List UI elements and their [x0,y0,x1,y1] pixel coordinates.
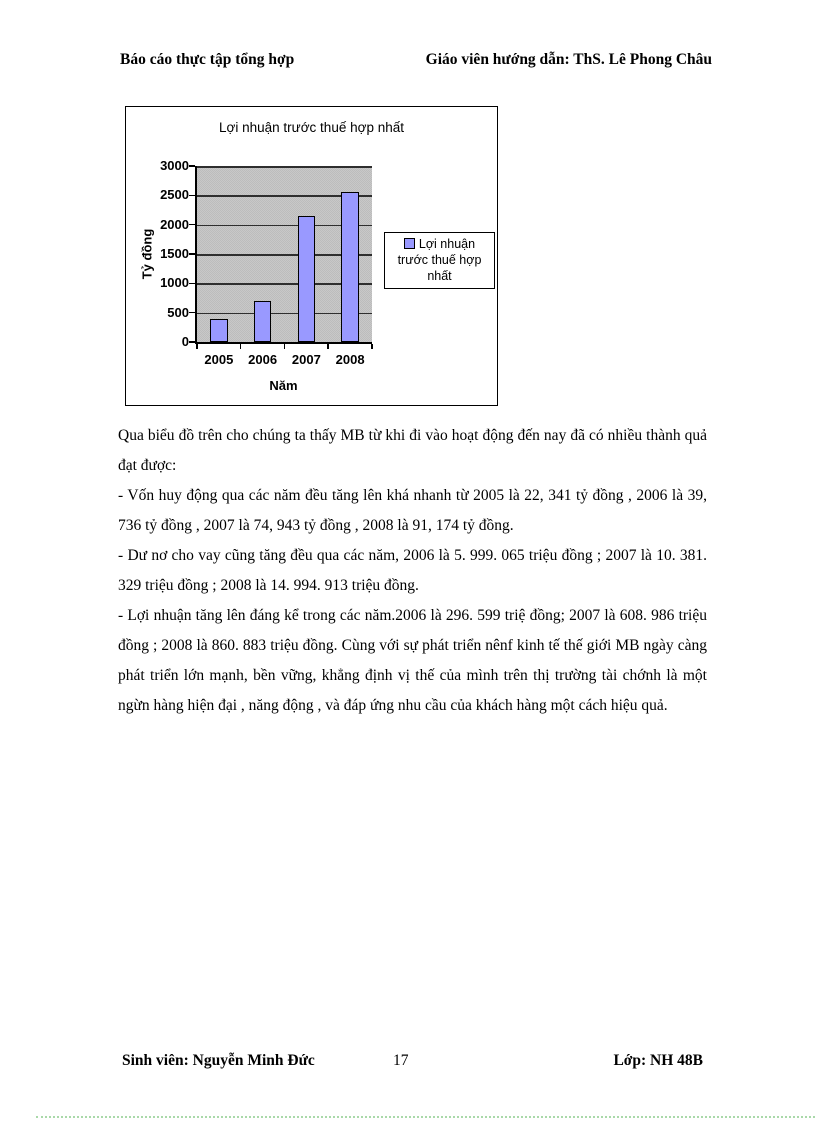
x-tick-mark [239,344,242,349]
x-tick-label-2006: 2006 [248,352,278,367]
y-tick-label-500: 500 [167,304,189,320]
gridline-1000 [197,283,372,285]
header-supervisor: Giáo viên hướng dẫn: ThS. Lê Phong Châu [425,51,712,68]
gridline-3000 [197,166,372,168]
gridline-2000 [197,224,372,227]
header-report-title: Báo cáo thực tập tổng hợp [120,51,295,68]
paragraph-profit: - Lợi nhuận tăng lên đáng kể trong các n… [118,607,707,714]
y-tick-mark [189,341,195,343]
y-tick-mark [189,311,195,314]
bar-2005 [210,318,228,342]
body-text: Qua biểu đồ trên cho chúng ta thấy MB từ… [118,421,707,721]
y-tick-mark [189,194,195,197]
x-tick-label-2007: 2007 [291,352,321,367]
paragraph-intro: Qua biểu đồ trên cho chúng ta thấy MB từ… [118,427,707,474]
footer-student-name: Sinh viên: Nguyễn Minh Đức [122,1052,315,1069]
chart-title: Lợi nhuận trước thuế hợp nhất [219,120,404,135]
x-axis-title: Năm [269,378,298,393]
page-bottom-divider [36,1116,815,1118]
plot-area [195,166,372,344]
y-tick-mark [189,223,195,226]
bar-2007 [297,216,316,342]
y-tick-mark [189,165,195,167]
legend-label: Lợi nhuận trước thuế hợp nhất [397,237,482,283]
gridline-2500 [197,195,372,197]
paragraph-loans: - Dư nơ cho vay cũng tăng đều qua các nă… [118,547,707,594]
y-tick-label-0: 0 [181,334,189,349]
y-tick-label-2500: 2500 [160,187,189,203]
x-tick-label-2005: 2005 [204,352,234,367]
gridline-500 [197,312,372,315]
bar-2008 [341,191,359,342]
paragraph-deposits: - Vốn huy động qua các năm đều tăng lên … [118,487,707,534]
x-tick-mark [371,344,373,349]
gridline-1500 [197,254,372,256]
legend-swatch-icon [403,238,415,249]
y-tick-mark [189,253,195,255]
legend: Lợi nhuận trước thuế hợp nhất [384,232,495,289]
y-tick-label-1000: 1000 [160,275,189,291]
y-tick-mark [189,282,195,285]
y-tick-label-3000: 3000 [160,158,189,173]
footer-class: Lớp: NH 48B [613,1052,703,1069]
x-tick-mark [196,344,198,349]
y-tick-label-1500: 1500 [160,246,189,261]
bar-2006 [253,300,272,342]
footer-page-number: 17 [393,1052,409,1069]
x-tick-label-2008: 2008 [335,352,365,367]
x-tick-mark [327,344,329,349]
y-tick-label-2000: 2000 [160,216,189,232]
x-tick-mark [283,344,285,349]
